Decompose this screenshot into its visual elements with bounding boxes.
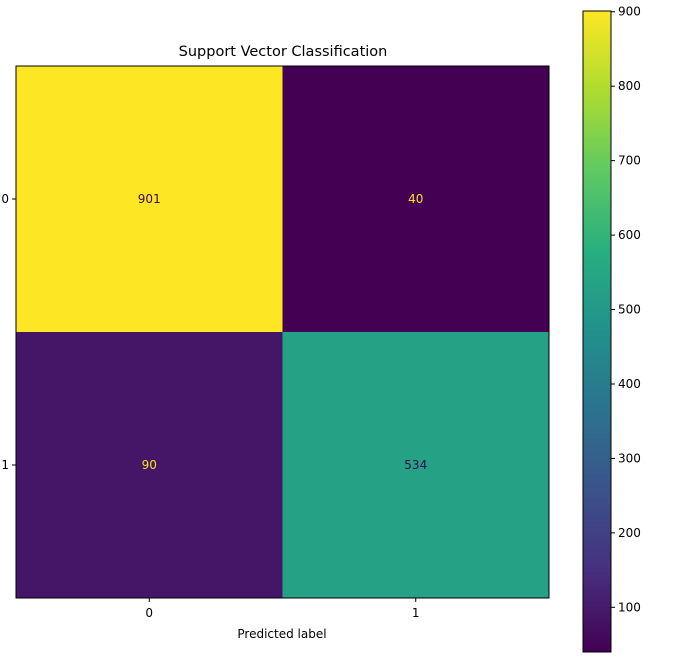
matrix-cells: 901 40 90 534 bbox=[16, 66, 549, 598]
cell-value-1-0: 90 bbox=[142, 458, 157, 472]
cell-value-0-1: 40 bbox=[408, 192, 423, 206]
matrix-cell-1-0 bbox=[16, 332, 283, 598]
x-axis-label: Predicted label bbox=[237, 627, 326, 641]
y-tick-label: 1 bbox=[1, 458, 9, 472]
colorbar-tick-label: 600 bbox=[618, 228, 641, 242]
y-tick-label: 0 bbox=[1, 192, 9, 206]
colorbar-tick-label: 500 bbox=[618, 303, 641, 317]
colorbar-tick-label: 200 bbox=[618, 526, 641, 540]
y-axis-ticks: 01 bbox=[1, 192, 16, 472]
colorbar-tick-label: 900 bbox=[618, 5, 641, 19]
colorbar-tick-label: 700 bbox=[618, 154, 641, 168]
chart-title: Support Vector Classification bbox=[179, 44, 388, 60]
colorbar-frame bbox=[582, 10, 612, 653]
colorbar-ticks: 100 200 300 400 500 600 700 800 900 bbox=[611, 5, 641, 614]
colorbar-tick-label: 300 bbox=[618, 451, 641, 465]
colorbar bbox=[583, 11, 611, 652]
colorbar-tick-label: 400 bbox=[618, 377, 641, 391]
cell-value-1-1: 534 bbox=[404, 458, 427, 472]
x-tick-label: 1 bbox=[412, 606, 420, 620]
cell-value-0-0: 901 bbox=[138, 192, 161, 206]
x-tick-label: 0 bbox=[145, 606, 153, 620]
colorbar-tick-label: 100 bbox=[618, 600, 641, 614]
matrix-cell-0-0 bbox=[16, 66, 283, 332]
colorbar-tick-label: 800 bbox=[618, 79, 641, 93]
plot-frame bbox=[15, 65, 550, 599]
matrix-cell-0-1 bbox=[282, 66, 549, 332]
matrix-cell-1-1 bbox=[282, 332, 549, 598]
